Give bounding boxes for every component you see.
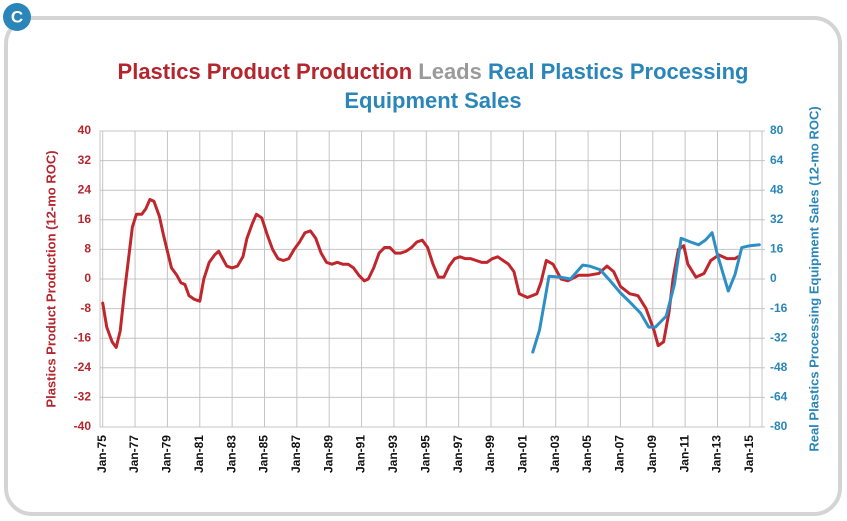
x-tick-label: Jan-95 [418, 435, 432, 473]
x-tick-label: Jan-11 [677, 435, 691, 473]
y2-tick-label: 32 [770, 212, 784, 226]
data-line [101, 197, 740, 349]
plot-frame [99, 130, 763, 428]
badge-label: C [11, 7, 23, 26]
x-tick-label: Jan-13 [710, 435, 724, 473]
y2-tick-label: 64 [770, 153, 784, 167]
y-tick-label: 16 [78, 212, 92, 226]
x-tick-label: Jan-81 [192, 435, 206, 473]
y2-tick-label: 80 [770, 123, 784, 137]
x-tick-label: Jan-85 [257, 435, 271, 473]
y-tick-label: 40 [78, 123, 92, 137]
x-tick-label: Jan-75 [95, 435, 109, 473]
x-tick-label: Jan-83 [224, 435, 238, 473]
x-tick-label: Jan-97 [451, 435, 465, 473]
title-part: Equipment Sales [344, 88, 521, 113]
y2-tick-label: -48 [770, 360, 788, 374]
x-tick-label: Jan-09 [645, 435, 659, 473]
y2-tick-label: 0 [770, 271, 777, 285]
x-tick-label: Jan-07 [613, 435, 627, 473]
y-tick-label: 24 [78, 182, 92, 196]
badge-circle [3, 3, 31, 31]
data-line [531, 231, 761, 354]
title-part: Real Plastics Processing [488, 59, 748, 84]
y-tick-label: -40 [74, 419, 92, 433]
x-tick-label: Jan-87 [289, 435, 303, 473]
y-axis-label: Plastics Product Production (12-mo ROC) [43, 150, 58, 407]
x-tick-label: Jan-91 [354, 435, 368, 473]
y-tick-label: -24 [74, 360, 92, 374]
panel-border [4, 16, 842, 516]
y2-tick-label: -32 [770, 330, 788, 344]
x-tick-label: Jan-01 [516, 435, 530, 473]
y-tick-label: 32 [78, 153, 92, 167]
title-part: Leads [418, 59, 482, 84]
x-tick-label: Jan-15 [742, 435, 756, 473]
y2-tick-label: -64 [770, 390, 788, 404]
title-part: Plastics Product Production [118, 59, 413, 84]
y-tick-label: -32 [74, 390, 92, 404]
x-tick-label: Jan-99 [483, 435, 497, 473]
x-tick-label: Jan-89 [321, 435, 335, 473]
x-tick-label: Jan-93 [386, 435, 400, 473]
y-tick-label: 0 [84, 271, 91, 285]
x-tick-label: Jan-03 [548, 435, 562, 473]
y2-axis-label: Real Plastics Processing Equipment Sales… [806, 106, 821, 451]
y2-tick-label: 16 [770, 242, 784, 256]
y2-tick-label: -16 [770, 301, 788, 315]
y-tick-label: -16 [74, 330, 92, 344]
y2-tick-label: 48 [770, 182, 784, 196]
chart-title: Equipment Sales [344, 88, 521, 113]
y-tick-label: -8 [80, 301, 91, 315]
y2-tick-label: -80 [770, 419, 788, 433]
x-tick-label: Jan-05 [580, 435, 594, 473]
x-tick-label: Jan-77 [127, 435, 141, 473]
chart-title: Plastics Product Production Leads Real P… [118, 59, 749, 84]
x-tick-label: Jan-79 [160, 435, 174, 473]
y-tick-label: 8 [84, 242, 91, 256]
